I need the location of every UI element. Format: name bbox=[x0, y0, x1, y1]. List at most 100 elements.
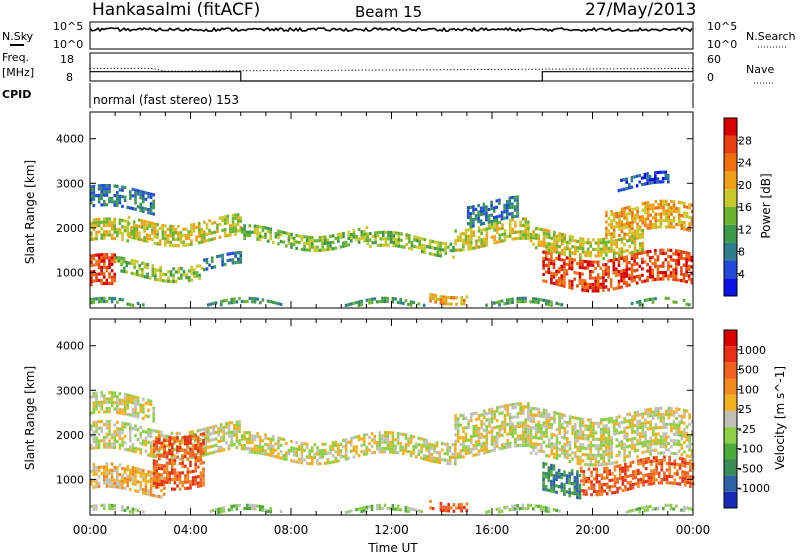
power-echo-cell bbox=[628, 238, 632, 242]
velocity-echo-cell bbox=[155, 469, 158, 473]
velocity-echo-cell bbox=[542, 484, 545, 488]
velocity-echo-cell bbox=[566, 440, 569, 444]
power-echo-cell bbox=[313, 245, 317, 249]
velocity-echo-cell bbox=[526, 503, 530, 507]
velocity-echo-cell bbox=[683, 483, 687, 487]
velocity-colorbar-tick-label: -1000 bbox=[738, 482, 770, 495]
velocity-echo-cell bbox=[686, 471, 690, 475]
power-echo-cell bbox=[680, 269, 683, 273]
power-echo-cell bbox=[467, 228, 470, 232]
power-echo-cell bbox=[685, 254, 688, 258]
power-echo-cell bbox=[500, 210, 504, 214]
velocity-echo-cell bbox=[573, 422, 577, 426]
power-echo-cell bbox=[498, 198, 501, 202]
power-echo-cell bbox=[557, 267, 561, 271]
power-echo-cell bbox=[661, 271, 665, 275]
velocity-echo-cell bbox=[142, 468, 145, 473]
power-echo-cell bbox=[210, 266, 214, 270]
power-echo-cell bbox=[110, 253, 114, 257]
velocity-echo-cell bbox=[155, 429, 158, 433]
velocity-echo-cell bbox=[660, 465, 664, 469]
velocity-echo-cell bbox=[602, 440, 606, 444]
power-echo-cell bbox=[498, 214, 501, 218]
velocity-echo-cell bbox=[663, 474, 666, 478]
velocity-echo-cell bbox=[217, 427, 220, 431]
power-echo-cell bbox=[116, 191, 119, 195]
power-echo-cell bbox=[169, 270, 173, 274]
power-echo-cell bbox=[131, 187, 135, 191]
velocity-echo-cell bbox=[506, 439, 509, 443]
power-echo-cell bbox=[342, 241, 345, 245]
power-echo-cell bbox=[90, 263, 93, 268]
power-echo-cell bbox=[596, 260, 600, 264]
velocity-echo-cell bbox=[373, 434, 376, 439]
velocity-echo-cell bbox=[277, 452, 280, 456]
power-echo-cell bbox=[223, 234, 227, 238]
velocity-echo-cell bbox=[672, 423, 676, 427]
velocity-echo-cell bbox=[464, 426, 468, 430]
velocity-echo-cell bbox=[670, 438, 673, 442]
power-echo-cell bbox=[444, 251, 447, 255]
power-echo-cell bbox=[622, 281, 626, 285]
velocity-echo-cell bbox=[586, 418, 590, 422]
power-echo-cell bbox=[631, 241, 634, 245]
velocity-echo-cell bbox=[435, 457, 439, 461]
velocity-echo-cell bbox=[659, 416, 663, 420]
power-echo-cell bbox=[646, 204, 650, 208]
velocity-echo-cell bbox=[597, 421, 600, 425]
velocity-echo-cell bbox=[527, 437, 530, 441]
velocity-echo-cell bbox=[152, 468, 156, 473]
velocity-echo-cell bbox=[644, 418, 647, 422]
power-echo-cell bbox=[399, 301, 402, 305]
velocity-echo-cell bbox=[638, 422, 642, 426]
velocity-echo-cell bbox=[508, 441, 512, 445]
power-echo-cell bbox=[138, 224, 141, 229]
power-echo-cell bbox=[659, 212, 663, 216]
velocity-echo-cell bbox=[225, 431, 228, 435]
velocity-echo-cell bbox=[381, 434, 384, 438]
velocity-echo-cell bbox=[498, 411, 502, 416]
power-echo-cell bbox=[90, 191, 93, 195]
power-echo-cell bbox=[149, 202, 153, 206]
power-echo-cell bbox=[578, 278, 582, 282]
power-echo-cell bbox=[667, 212, 671, 216]
velocity-echo-cell bbox=[519, 437, 522, 441]
power-echo-cell bbox=[651, 209, 655, 214]
power-echo-cell bbox=[625, 268, 629, 272]
velocity-echo-cell bbox=[482, 412, 486, 416]
velocity-echo-cell bbox=[634, 472, 638, 476]
power-echo-cell bbox=[92, 257, 96, 261]
power-echo-cell bbox=[444, 242, 447, 246]
power-echo-cell bbox=[374, 234, 377, 238]
power-echo-cell bbox=[447, 302, 450, 306]
power-echo-cell bbox=[462, 244, 465, 249]
power-echo-cell bbox=[620, 253, 624, 257]
velocity-echo-cell bbox=[113, 407, 116, 411]
velocity-echo-cell bbox=[589, 421, 593, 425]
velocity-echo-cell bbox=[212, 444, 215, 448]
velocity-echo-cell bbox=[680, 443, 684, 447]
velocity-echo-cell bbox=[217, 433, 220, 437]
power-echo-cell bbox=[339, 232, 343, 236]
power-echo-cell bbox=[151, 267, 155, 271]
power-echo-cell bbox=[641, 248, 645, 252]
power-echo-cell bbox=[421, 246, 424, 251]
velocity-echo-cell bbox=[92, 404, 96, 408]
velocity-echo-cell bbox=[592, 424, 595, 429]
power-echo-cell bbox=[387, 230, 390, 234]
velocity-echo-cell bbox=[498, 405, 502, 409]
velocity-echo-cell bbox=[613, 484, 617, 488]
velocity-echo-cell bbox=[181, 458, 184, 462]
power-echo-cell bbox=[604, 279, 608, 283]
velocity-echo-cell bbox=[545, 431, 548, 435]
velocity-echo-cell bbox=[637, 459, 640, 463]
power-echo-cell bbox=[654, 177, 657, 181]
velocity-echo-cell bbox=[657, 481, 661, 485]
power-echo-cell bbox=[560, 303, 564, 307]
power-echo-cell bbox=[667, 206, 671, 210]
power-echo-cell bbox=[560, 242, 564, 246]
power-echo-cell bbox=[661, 248, 665, 252]
velocity-echo-cell bbox=[178, 439, 182, 443]
velocity-echo-cell bbox=[274, 442, 278, 446]
power-echo-cell bbox=[100, 187, 103, 191]
